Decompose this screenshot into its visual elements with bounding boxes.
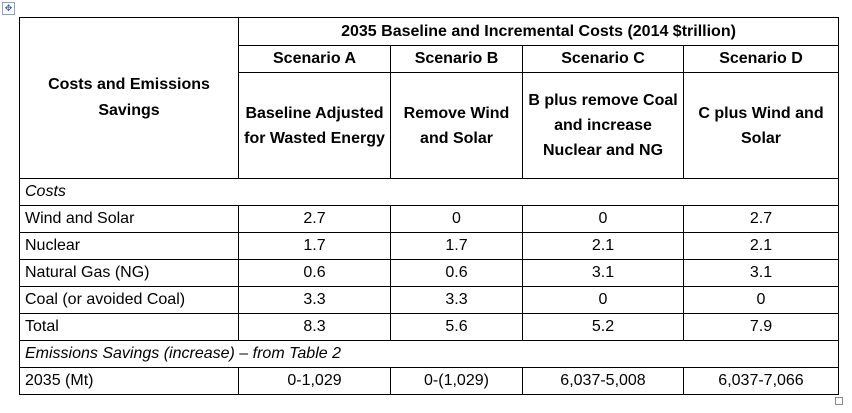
row-label: Coal (or avoided Coal) — [19, 286, 239, 314]
scenario-name: Scenario D — [682, 45, 840, 73]
cell-value: 3.3 — [238, 286, 391, 314]
cell-value: 0.6 — [390, 259, 523, 287]
section-title: Costs — [18, 178, 840, 206]
scenario-description-row: Baseline Adjusted for Wasted Energy Remov… — [20, 72, 840, 179]
row-label: 2035 (Mt) — [19, 367, 239, 395]
cost-table: Costs and Emissions Savings 2035 Baselin… — [18, 17, 840, 395]
cell-value: 5.6 — [390, 313, 523, 341]
scenario-name: Scenario A — [238, 45, 391, 73]
table-resize-handle[interactable] — [835, 397, 843, 405]
section-row: Costs — [18, 178, 840, 206]
cell-value: 2.7 — [238, 205, 391, 233]
cell-value: 0 — [390, 205, 523, 233]
data-row: Nuclear 1.7 1.7 2.1 2.1 — [19, 232, 840, 260]
scenario-description: B plus remove Coal and increase Nuclear … — [522, 72, 684, 179]
table-move-handle[interactable]: ✥ — [2, 2, 15, 15]
cell-value: 6,037-7,066 — [682, 367, 840, 395]
cell-value: 0 — [522, 286, 684, 314]
cell-value: 2.7 — [682, 205, 840, 233]
scenario-description: Remove Wind and Solar — [390, 72, 523, 179]
table-body: Costs and Emissions Savings 2035 Baselin… — [18, 17, 840, 395]
group-title: 2035 Baseline and Incremental Costs (201… — [237, 17, 840, 46]
header-row: Costs and Emissions Savings 2035 Baselin… — [19, 17, 840, 179]
cell-value: 6,037-5,008 — [522, 367, 684, 395]
row-label: Total — [19, 313, 239, 341]
cell-value: 3.1 — [522, 259, 684, 287]
scenario-name-row: Scenario A Scenario B Scenario C Scenario D — [20, 45, 840, 73]
row-label: Natural Gas (NG) — [19, 259, 239, 287]
row-label-header: Costs and Emissions Savings — [19, 17, 239, 179]
cell-value: 7.9 — [682, 313, 840, 341]
scenario-description: Baseline Adjusted for Wasted Energy — [238, 72, 391, 179]
cell-value: 0-1,029 — [238, 367, 391, 395]
data-row: Coal (or avoided Coal) 3.3 3.3 0 0 — [19, 286, 840, 314]
cell-value: 5.2 — [522, 313, 684, 341]
data-row: 2035 (Mt) 0-1,029 0-(1,029) 6,037-5,008 6,03… — [19, 367, 840, 395]
section-row: Emissions Savings (increase) – from Tabl… — [18, 340, 840, 368]
scenario-name: Scenario B — [390, 45, 523, 73]
section-title: Emissions Savings (increase) – from Tabl… — [18, 340, 840, 368]
data-row: Wind and Solar 2.7 0 0 2.7 — [19, 205, 840, 233]
cell-value: 1.7 — [390, 232, 523, 260]
cell-value: 0.6 — [238, 259, 391, 287]
cell-value: 3.1 — [682, 259, 840, 287]
cell-value: 8.3 — [238, 313, 391, 341]
cell-value: 3.3 — [390, 286, 523, 314]
data-row: Natural Gas (NG) 0.6 0.6 3.1 3.1 — [19, 259, 840, 287]
scenario-description: C plus Wind and Solar — [682, 72, 840, 179]
cell-value: 2.1 — [682, 232, 840, 260]
cell-value: 0 — [522, 205, 684, 233]
cell-value: 2.1 — [522, 232, 684, 260]
cell-value: 0-(1,029) — [390, 367, 523, 395]
row-label: Wind and Solar — [19, 205, 239, 233]
scenario-name: Scenario C — [522, 45, 684, 73]
cell-value: 0 — [682, 286, 840, 314]
cell-value: 1.7 — [238, 232, 391, 260]
data-row: Total 8.3 5.6 5.2 7.9 — [19, 313, 840, 341]
row-label: Nuclear — [19, 232, 239, 260]
